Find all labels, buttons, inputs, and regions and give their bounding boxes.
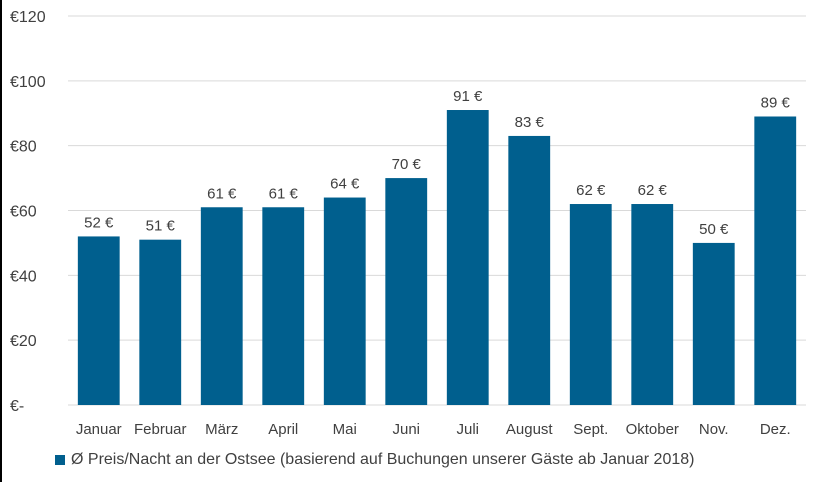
y-tick-label: €100 xyxy=(10,74,46,91)
data-label: 64 € xyxy=(330,176,360,193)
legend-label: Ø Preis/Nacht an der Ostsee (basierend a… xyxy=(71,451,695,468)
x-tick-label: Oktober xyxy=(626,421,679,438)
x-tick-label: Juni xyxy=(392,421,420,438)
data-label: 83 € xyxy=(515,114,545,131)
bar xyxy=(446,110,489,405)
data-label: 51 € xyxy=(146,218,176,235)
bar xyxy=(508,135,551,406)
data-label: 61 € xyxy=(269,185,299,202)
y-tick-label: €20 xyxy=(10,333,37,350)
y-tick-label: €60 xyxy=(10,204,37,221)
x-tick-label: Dez. xyxy=(760,421,791,438)
data-label: 70 € xyxy=(392,156,422,173)
left-border xyxy=(0,0,2,482)
bar xyxy=(77,236,120,405)
bar xyxy=(692,242,735,405)
x-tick-label: Juli xyxy=(456,421,479,438)
y-tick-label: €40 xyxy=(10,268,37,285)
data-label: 50 € xyxy=(699,221,729,238)
bar xyxy=(569,204,612,405)
x-tick-label: Mai xyxy=(333,421,357,438)
x-tick-label: März xyxy=(205,421,238,438)
y-tick-label: €80 xyxy=(10,139,37,156)
y-tick-label: €- xyxy=(10,398,24,415)
x-tick-label: August xyxy=(506,421,554,438)
legend-swatch xyxy=(55,455,65,465)
x-tick-label: Nov. xyxy=(699,421,729,438)
bar xyxy=(631,204,674,405)
data-label: 61 € xyxy=(207,185,237,202)
data-label: 62 € xyxy=(638,182,668,199)
bar xyxy=(200,207,243,405)
data-label: 52 € xyxy=(84,214,114,231)
y-tick-label: €120 xyxy=(10,9,46,26)
x-tick-label: April xyxy=(268,421,298,438)
x-tick-label: Sept. xyxy=(573,421,608,438)
bar xyxy=(754,116,797,405)
bar xyxy=(139,239,182,405)
bar-chart: €- €20 €40 €60 €80 €100 €120 52 € Januar 51 € Febr… xyxy=(10,9,806,438)
legend: Ø Preis/Nacht an der Ostsee (basierend a… xyxy=(55,451,694,469)
data-label: 62 € xyxy=(576,182,606,199)
x-tick-label: Januar xyxy=(76,421,122,438)
data-label: 89 € xyxy=(761,94,791,111)
bar xyxy=(385,178,428,405)
x-tick-label: Februar xyxy=(134,421,187,438)
data-label: 91 € xyxy=(453,88,483,105)
bar xyxy=(262,207,305,405)
bar xyxy=(323,197,366,405)
